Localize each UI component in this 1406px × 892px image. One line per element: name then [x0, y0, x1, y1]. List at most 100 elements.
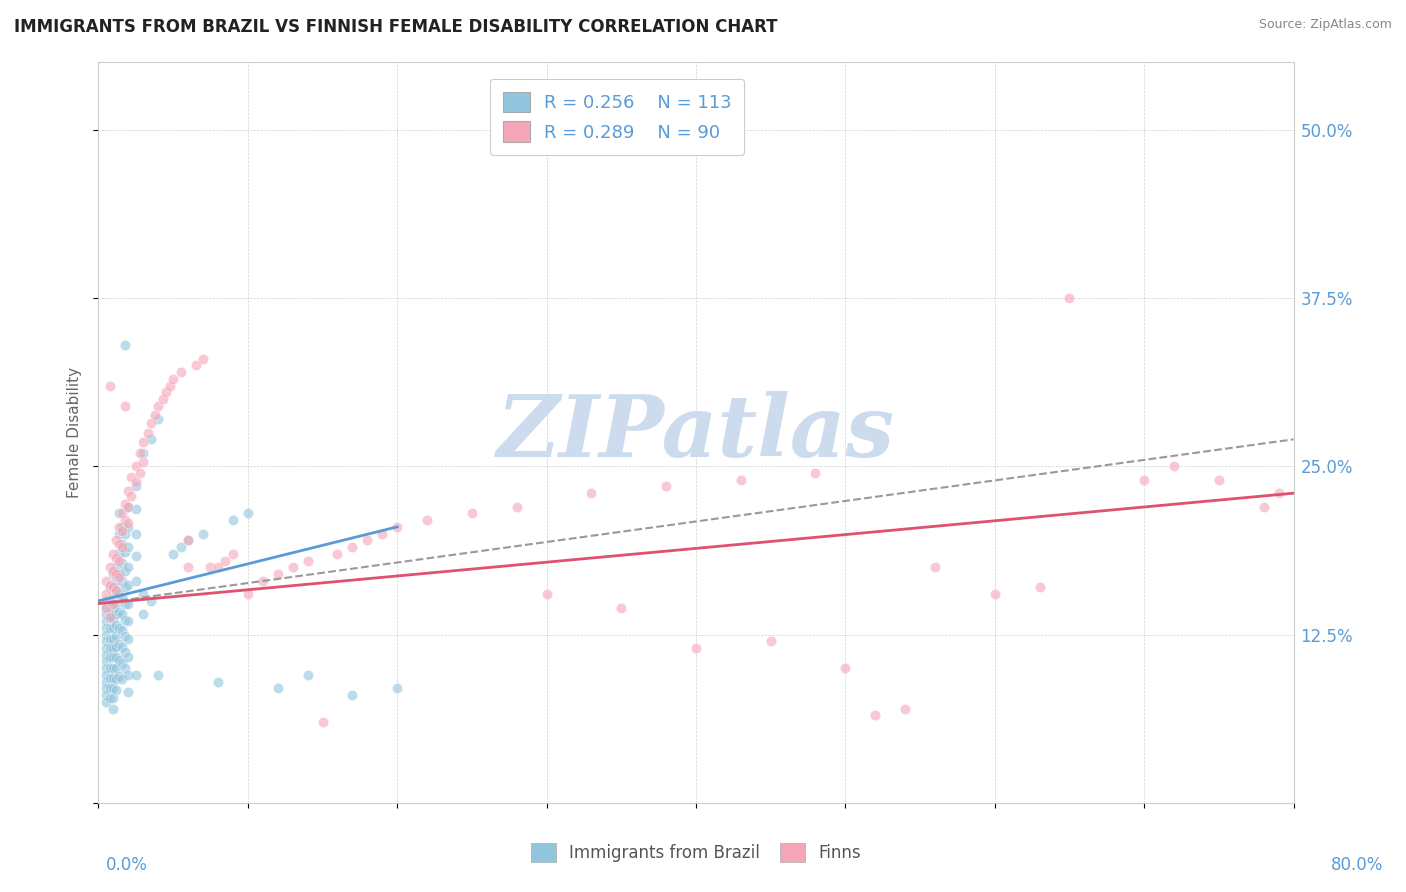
- Point: [117, 614, 139, 628]
- Point: [207, 674, 229, 689]
- Point: [125, 475, 148, 490]
- Point: [111, 574, 134, 588]
- Point: [581, 486, 603, 500]
- Point: [132, 446, 155, 460]
- Point: [120, 470, 142, 484]
- Point: [610, 600, 633, 615]
- Point: [105, 574, 128, 588]
- Point: [385, 520, 409, 534]
- Point: [98, 650, 122, 665]
- Point: [342, 688, 364, 702]
- Point: [94, 688, 117, 702]
- Point: [94, 674, 117, 689]
- Point: [111, 540, 134, 554]
- Point: [125, 549, 148, 564]
- Point: [105, 629, 128, 643]
- Point: [117, 516, 139, 530]
- Point: [1267, 486, 1289, 500]
- Point: [94, 594, 117, 608]
- Point: [132, 435, 155, 450]
- Point: [111, 656, 134, 670]
- Point: [103, 611, 125, 625]
- Point: [111, 507, 134, 521]
- Point: [162, 372, 184, 386]
- Point: [297, 668, 319, 682]
- Point: [222, 547, 245, 561]
- Point: [94, 634, 117, 648]
- Point: [191, 526, 214, 541]
- Point: [114, 613, 136, 627]
- Point: [169, 540, 191, 554]
- Legend: Immigrants from Brazil, Finns: Immigrants from Brazil, Finns: [524, 836, 868, 869]
- Point: [114, 597, 136, 611]
- Point: [117, 520, 139, 534]
- Point: [117, 500, 139, 514]
- Point: [159, 378, 181, 392]
- Point: [94, 607, 117, 622]
- Point: [1163, 459, 1185, 474]
- Point: [252, 574, 274, 588]
- Point: [94, 655, 117, 669]
- Point: [94, 621, 117, 635]
- Point: [114, 645, 136, 659]
- Point: [108, 637, 131, 651]
- Point: [94, 574, 117, 588]
- Point: [117, 632, 139, 646]
- Text: 80.0%: 80.0%: [1330, 856, 1384, 874]
- Point: [114, 661, 136, 675]
- Text: Source: ZipAtlas.com: Source: ZipAtlas.com: [1258, 18, 1392, 31]
- Point: [103, 547, 125, 561]
- Point: [94, 681, 117, 696]
- Point: [114, 513, 136, 527]
- Point: [1253, 500, 1275, 514]
- Point: [98, 560, 122, 574]
- Point: [103, 591, 125, 606]
- Point: [177, 560, 200, 574]
- Point: [177, 533, 200, 548]
- Point: [120, 489, 142, 503]
- Point: [98, 578, 122, 592]
- Point: [655, 479, 678, 493]
- Point: [117, 597, 139, 611]
- Point: [1208, 473, 1230, 487]
- Point: [114, 564, 136, 578]
- Point: [94, 614, 117, 628]
- Point: [111, 624, 134, 638]
- Point: [108, 669, 131, 683]
- Point: [139, 416, 162, 430]
- Point: [125, 479, 148, 493]
- Point: [114, 497, 136, 511]
- Point: [117, 500, 139, 514]
- Point: [117, 483, 139, 498]
- Point: [169, 365, 191, 379]
- Point: [94, 695, 117, 709]
- Point: [894, 701, 917, 715]
- Point: [1059, 291, 1081, 305]
- Point: [1028, 581, 1050, 595]
- Point: [105, 597, 128, 611]
- Point: [98, 640, 122, 655]
- Point: [98, 600, 122, 615]
- Point: [108, 526, 131, 541]
- Point: [311, 714, 333, 729]
- Point: [108, 537, 131, 551]
- Point: [103, 600, 125, 615]
- Point: [103, 690, 125, 705]
- Point: [111, 672, 134, 686]
- Point: [94, 587, 117, 601]
- Point: [108, 566, 131, 581]
- Point: [117, 685, 139, 699]
- Point: [103, 661, 125, 675]
- Point: [105, 583, 128, 598]
- Point: [103, 621, 125, 635]
- Point: [125, 459, 148, 474]
- Point: [98, 621, 122, 635]
- Y-axis label: Female Disability: Female Disability: [66, 367, 82, 499]
- Point: [111, 537, 134, 551]
- Point: [108, 553, 131, 567]
- Point: [103, 640, 125, 655]
- Point: [94, 648, 117, 662]
- Point: [834, 661, 856, 675]
- Point: [105, 661, 128, 675]
- Point: [108, 547, 131, 561]
